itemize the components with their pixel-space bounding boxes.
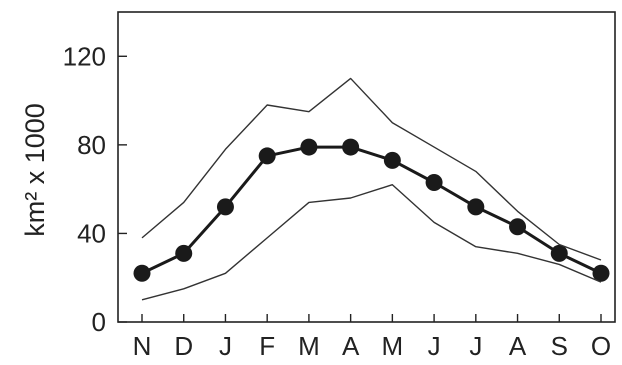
x-tick-label: J (428, 331, 441, 361)
x-tick-label: M (382, 331, 404, 361)
data-point-mean (592, 264, 610, 282)
y-tick-label: 40 (77, 218, 106, 248)
series-line-mean (141, 145, 602, 275)
series-lines (133, 77, 610, 301)
y-axis-ticks: 0 40 80 120 (63, 41, 127, 337)
data-point-mean (383, 151, 401, 169)
x-tick-label: O (591, 331, 611, 361)
data-point-mean (133, 264, 151, 282)
data-point-mean (509, 218, 527, 236)
x-tick-label: J (469, 331, 482, 361)
y-tick-label: 80 (77, 130, 106, 160)
plot-frame (117, 11, 616, 323)
series-line-lower (141, 184, 602, 301)
x-tick-label: A (509, 331, 527, 361)
data-point-mean (258, 147, 276, 165)
data-point-mean (175, 244, 193, 262)
x-tick-label: J (219, 331, 232, 361)
data-point-mean (467, 198, 485, 216)
data-point-mean (550, 244, 568, 262)
y-tick-label: 120 (63, 41, 106, 71)
x-tick-label: N (133, 331, 152, 361)
x-tick-label: A (342, 331, 360, 361)
data-point-mean (216, 198, 234, 216)
data-point-mean (425, 174, 443, 191)
y-tick-label: 0 (92, 307, 106, 337)
y-axis-label: km² x 1000 (20, 103, 50, 237)
x-tick-label: D (174, 331, 193, 361)
x-tick-label: F (259, 331, 275, 361)
data-point-mean (300, 138, 318, 156)
series-line-upper (141, 77, 602, 261)
data-point-mean (342, 138, 360, 156)
x-tick-label: M (298, 331, 320, 361)
x-tick-label: S (551, 331, 568, 361)
